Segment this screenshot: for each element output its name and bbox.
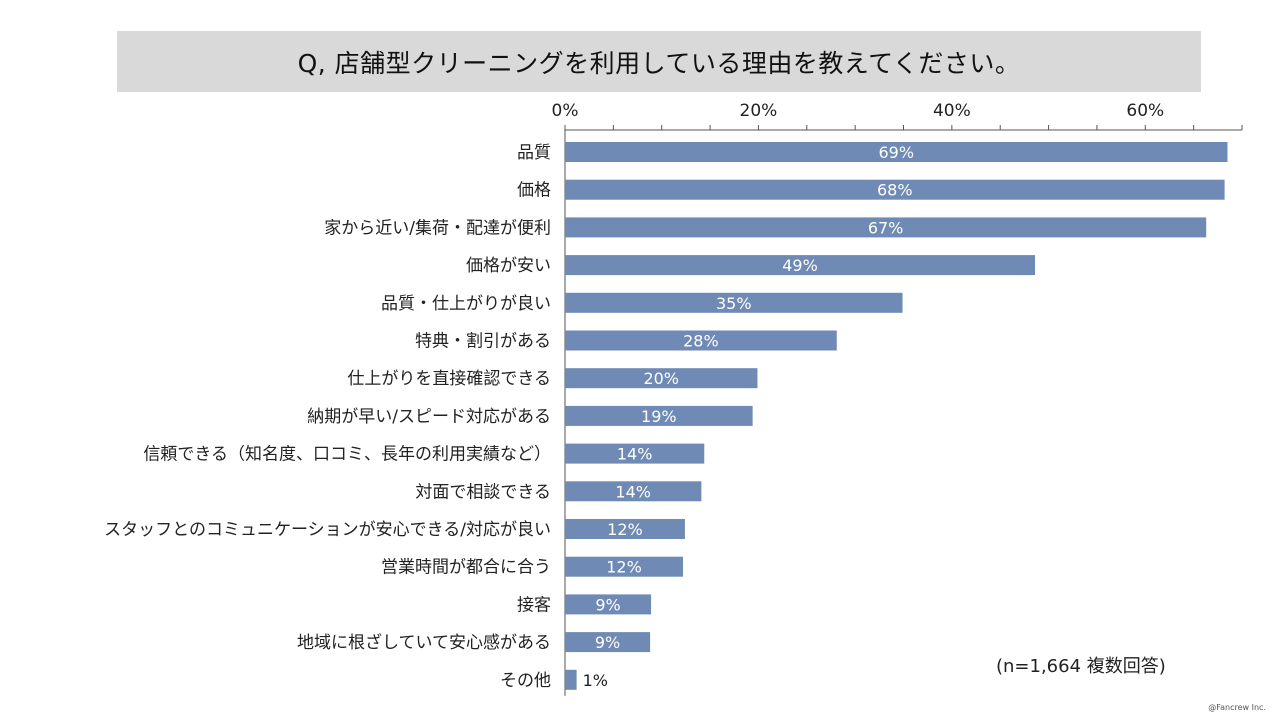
- value-label: 1%: [583, 671, 608, 690]
- value-label: 35%: [716, 294, 752, 313]
- bar: [565, 255, 1036, 276]
- category-label: 営業時間が都合に合う: [381, 558, 551, 578]
- bar: [565, 556, 683, 577]
- value-label: 9%: [595, 595, 620, 614]
- bar: [565, 481, 702, 502]
- sample-note: (n=1,664 複数回答): [996, 656, 1166, 677]
- category-label: 信頼できる（知名度、口コミ、長年の利用実績など）: [143, 445, 551, 465]
- bar: [565, 669, 577, 690]
- value-label: 14%: [617, 445, 653, 464]
- value-label: 28%: [683, 332, 719, 351]
- bar: [565, 405, 753, 426]
- category-label: 価格が安い: [466, 256, 551, 276]
- category-label: 価格: [517, 181, 551, 201]
- bar: [565, 330, 837, 351]
- category-label: 仕上がりを直接確認できる: [347, 369, 551, 389]
- value-label: 12%: [607, 520, 643, 539]
- category-label: 品質・仕上がりが良い: [381, 294, 551, 314]
- value-label: 67%: [868, 218, 904, 237]
- value-label: 14%: [615, 482, 651, 501]
- value-label: 20%: [643, 369, 679, 388]
- value-label: 68%: [877, 181, 913, 200]
- category-label: 特典・割引がある: [415, 332, 551, 352]
- bar: [565, 519, 685, 539]
- value-label: 12%: [606, 558, 642, 577]
- title-bar: Q, 店舗型クリーニングを利用している理由を教えてください。: [117, 31, 1201, 92]
- copyright-credit: @Fancrew Inc.: [1208, 703, 1266, 712]
- x-tick-label: 40%: [933, 101, 971, 121]
- bar: [565, 443, 705, 464]
- bar: [565, 142, 1228, 162]
- value-label: 49%: [782, 256, 818, 275]
- x-tick-label: 60%: [1126, 101, 1164, 121]
- category-label: 接客: [517, 595, 551, 615]
- category-label: 地域に根ざしていて安心感がある: [297, 632, 551, 653]
- bar: [565, 217, 1207, 238]
- bar: [565, 179, 1225, 200]
- x-tick-label: 0%: [552, 101, 579, 121]
- chart-title: Q, 店舗型クリーニングを利用している理由を教えてください。: [297, 48, 1021, 78]
- bar: [565, 292, 903, 313]
- category-label: スタッフとのコミュニケーションが安心できる/対応が良い: [104, 520, 551, 540]
- bar: [565, 368, 758, 389]
- bar: [565, 594, 652, 615]
- value-label: 9%: [595, 633, 620, 652]
- value-label: 19%: [641, 407, 677, 426]
- value-label: 69%: [878, 143, 914, 162]
- category-label: その他: [500, 671, 551, 691]
- category-label: 品質: [517, 143, 551, 163]
- category-label: 対面で相談できる: [415, 482, 551, 502]
- category-label: 家から近い/集荷・配達が便利: [324, 218, 551, 238]
- x-tick-label: 20%: [740, 101, 778, 121]
- bar: [565, 632, 651, 653]
- category-label: 納期が早い/スピード対応がある: [307, 407, 551, 427]
